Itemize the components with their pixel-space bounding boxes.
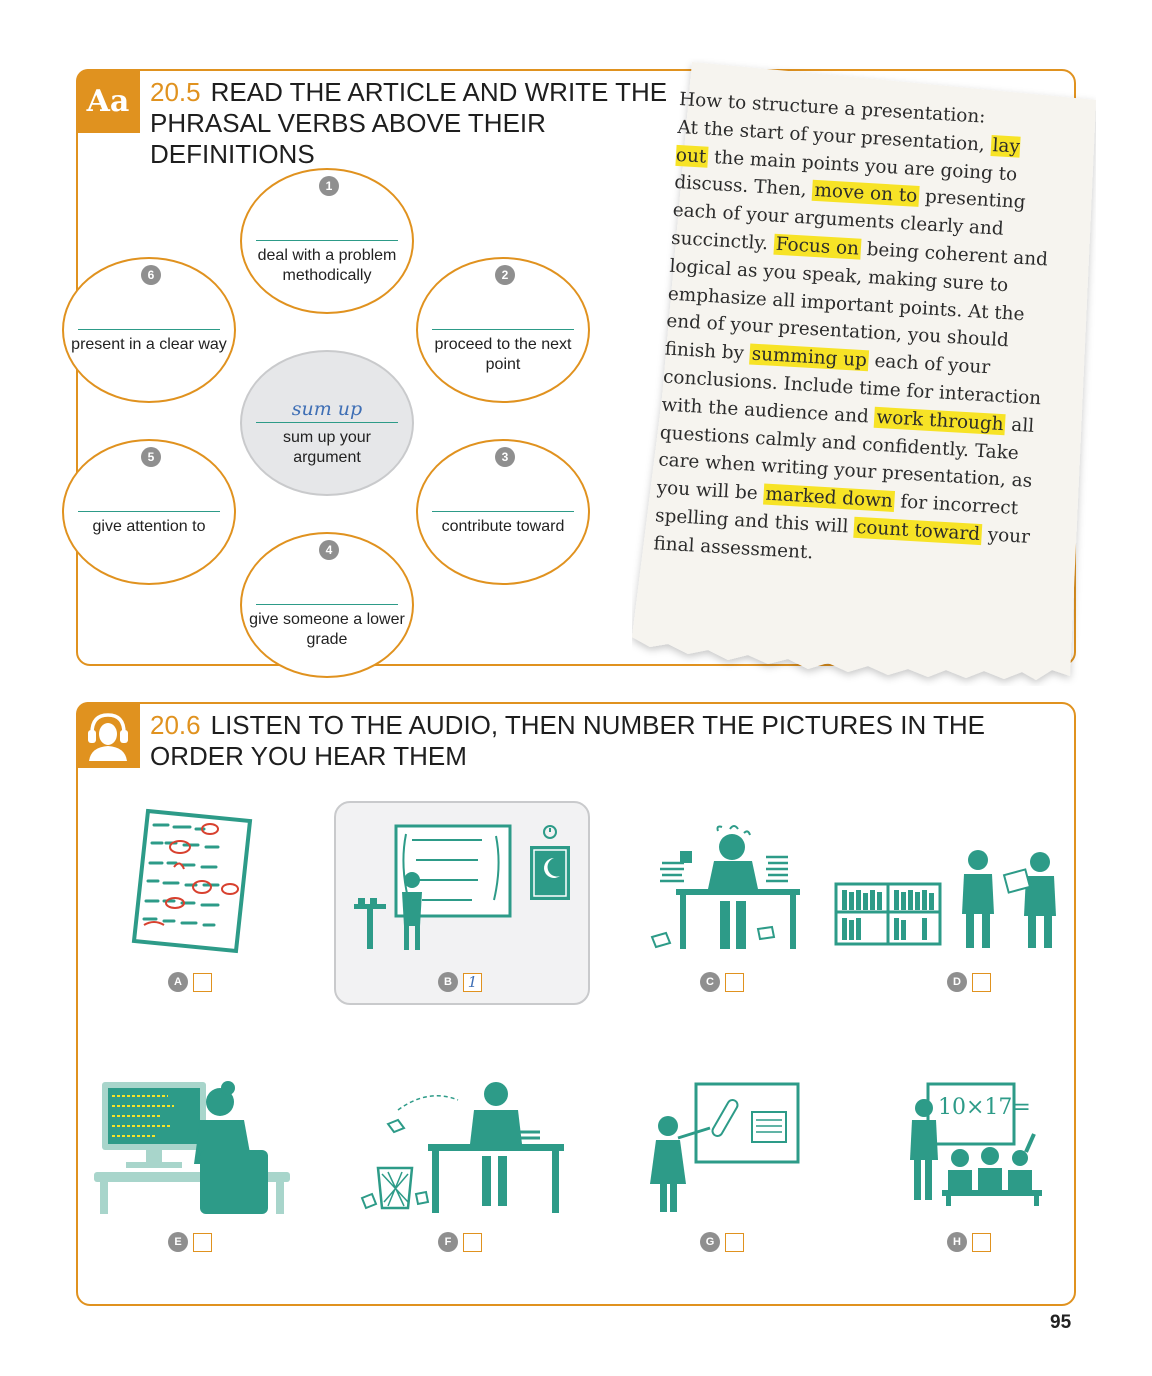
answer-box[interactable] bbox=[463, 1232, 482, 1252]
answer-line[interactable] bbox=[256, 604, 398, 605]
marked-paper-icon bbox=[130, 805, 260, 955]
board-equation: 10×17= bbox=[938, 1095, 1031, 1120]
picture-letter: E bbox=[168, 1232, 188, 1252]
highlighted-phrasal-verb: work through bbox=[873, 406, 1007, 436]
picture-letter: F bbox=[438, 1232, 458, 1252]
picture-h-label: H bbox=[947, 1232, 991, 1252]
classroom-math-icon: 10×17= bbox=[910, 1080, 1050, 1206]
picture-e-label: E bbox=[168, 1232, 212, 1252]
icon-text: Aa bbox=[86, 83, 130, 119]
bubble-1: 1 deal with a problem methodically bbox=[240, 168, 414, 314]
picture-letter: H bbox=[947, 1232, 967, 1252]
picture-c-label: C bbox=[700, 972, 744, 992]
exercise-title: LISTEN TO THE AUDIO, THEN NUMBER THE PIC… bbox=[150, 710, 985, 771]
headphones-person-icon bbox=[76, 702, 140, 768]
bubble-number: 1 bbox=[319, 176, 339, 196]
page-number: 95 bbox=[1050, 1312, 1072, 1333]
stressed-student-at-desk-icon bbox=[648, 825, 808, 955]
answer-box[interactable] bbox=[972, 1232, 991, 1252]
answer-line[interactable] bbox=[432, 329, 574, 330]
bubble-number: 2 bbox=[495, 265, 515, 285]
teacher-pointing-at-board-icon bbox=[648, 1082, 804, 1216]
bubble-definition: sum up your argument bbox=[282, 429, 372, 466]
answer-line[interactable] bbox=[432, 511, 574, 512]
student-at-computer-icon bbox=[92, 1080, 292, 1216]
library-discussion-icon bbox=[834, 846, 1064, 950]
bubble-number: 4 bbox=[319, 540, 339, 560]
picture-letter: D bbox=[947, 972, 967, 992]
answer-line[interactable] bbox=[78, 329, 220, 330]
bubble-number: 5 bbox=[141, 447, 161, 467]
exercise-number: 20.5 bbox=[150, 77, 201, 107]
answer-box[interactable] bbox=[193, 972, 212, 992]
highlighted-phrasal-verb: summing up bbox=[749, 343, 870, 372]
picture-b-label: B 1 bbox=[438, 972, 482, 992]
exercise-20-5-heading: 20.5 READ THE ARTICLE AND WRITE THE PHRAS… bbox=[150, 77, 670, 170]
answer-line[interactable] bbox=[256, 240, 398, 241]
highlighted-phrasal-verb: move on to bbox=[811, 180, 920, 208]
exercise-20-6-heading: 20.6 LISTEN TO THE AUDIO, THEN NUMBER THE… bbox=[150, 710, 1030, 772]
answer-line[interactable] bbox=[78, 511, 220, 512]
article-body: At the start of your presentation, lay o… bbox=[653, 114, 1058, 580]
exercise-title: READ THE ARTICLE AND WRITE THE PHRASAL V… bbox=[150, 77, 668, 169]
picture-d-label: D bbox=[947, 972, 991, 992]
answer-box[interactable] bbox=[725, 1232, 744, 1252]
vocabulary-aa-icon: Aa bbox=[76, 69, 140, 133]
bubble-definition: give attention to bbox=[92, 518, 206, 535]
bubble-6: 6 present in a clear way bbox=[62, 257, 236, 403]
bubble-number: 6 bbox=[141, 265, 161, 285]
picture-g-label: G bbox=[700, 1232, 744, 1252]
answer-box[interactable] bbox=[193, 1232, 212, 1252]
bubble-4: 4 give someone a lower grade bbox=[240, 532, 414, 678]
bubble-definition: present in a clear way bbox=[71, 336, 227, 353]
example-answer: sum up bbox=[291, 398, 363, 420]
bubble-definition: deal with a problem methodically bbox=[257, 247, 397, 284]
exercise-20-6-panel bbox=[76, 702, 1076, 1306]
bubble-3: 3 contribute toward bbox=[416, 439, 590, 585]
bubble-number: 3 bbox=[495, 447, 515, 467]
bubble-5: 5 give attention to bbox=[62, 439, 236, 585]
bubble-2: 2 proceed to the next point bbox=[416, 257, 590, 403]
picture-letter: C bbox=[700, 972, 720, 992]
picture-f-label: F bbox=[438, 1232, 482, 1252]
answer-line bbox=[256, 422, 398, 423]
bubble-definition: proceed to the next point bbox=[434, 336, 572, 373]
answer-box[interactable] bbox=[725, 972, 744, 992]
answer-box[interactable]: 1 bbox=[463, 972, 482, 992]
bubble-center: sum up sum up your argument bbox=[240, 350, 414, 496]
highlighted-phrasal-verb: count toward bbox=[853, 516, 983, 546]
answer-box[interactable] bbox=[972, 972, 991, 992]
picture-letter: B bbox=[438, 972, 458, 992]
picture-a-label: A bbox=[168, 972, 212, 992]
article-text: How to structure a presentation: At the … bbox=[653, 86, 1060, 580]
student-at-whiteboard-icon bbox=[350, 820, 580, 955]
student-throwing-paper-icon bbox=[358, 1080, 568, 1214]
bubble-definition: contribute toward bbox=[441, 518, 565, 535]
exercise-number: 20.6 bbox=[150, 710, 201, 740]
picture-letter: A bbox=[168, 972, 188, 992]
bubble-definition: give someone a lower grade bbox=[249, 611, 405, 648]
highlighted-phrasal-verb: marked down bbox=[762, 483, 896, 513]
highlighted-phrasal-verb: Focus on bbox=[773, 233, 862, 260]
picture-letter: G bbox=[700, 1232, 720, 1252]
